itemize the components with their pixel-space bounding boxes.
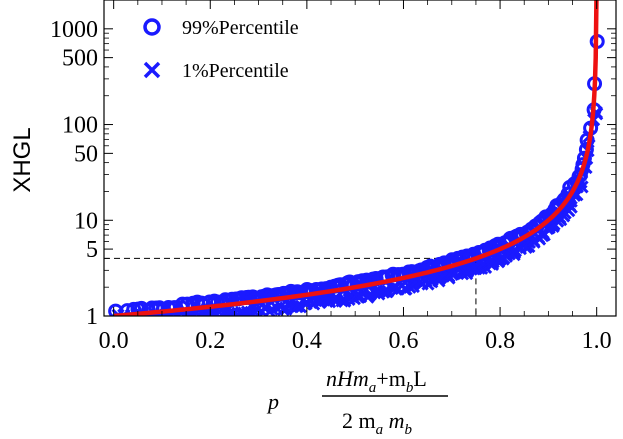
y-tick-label: 50 [74,141,98,167]
axis-ticks [104,0,616,317]
x-tick-label: 0.0 [99,328,129,354]
cross-point [205,308,219,316]
x-label-den-sub-a: a [376,422,384,438]
x-label-den-mid: m [383,408,404,433]
legend-circle-marker [143,18,161,36]
x-label-den-sub-b: b [405,422,413,438]
x-tick-label: 0.8 [485,328,515,354]
y-tick-label: 500 [62,46,98,72]
fit-curve-layer [113,0,599,316]
y-tick-label: 10 [74,208,98,234]
x-tick-label: 0.6 [388,328,418,354]
x-label-den-main: 2 m [342,408,376,433]
legend: 99%Percentile 1%Percentile [143,17,299,82]
x-label-num-main: nHm [326,366,369,391]
legend-cross-marker [143,61,161,79]
y-tick-label: 100 [62,113,98,139]
y-axis-label: XHGL [9,127,36,192]
x-label-num-sub-b: b [406,380,414,396]
x-label-num-plus: +m [376,366,406,391]
x-label-prefix: p [266,389,279,414]
plot-frame [103,0,617,317]
legend-label-1: 1%Percentile [182,60,289,82]
plot-border [103,0,617,317]
x-label-numerator: nHma+mbL [326,366,427,396]
x-tick-label: 0.2 [195,328,225,354]
y-tick-label: 1000 [50,17,98,43]
legend-label-99: 99%Percentile [182,17,299,39]
y-tick-label: 5 [86,237,98,263]
fit-curve [113,0,599,316]
x-label-num-sub-a: a [369,380,377,396]
guide-lines [104,257,477,316]
x-label-num-close: L [413,366,426,391]
x-label-denominator: 2 ma mb [342,408,413,438]
x-tick-label: 1.0 [582,328,612,354]
x-axis-label: p nHma+mbL 2 ma mb [266,366,448,438]
x-tick-label: 0.4 [292,328,322,354]
y-tick-label: 1 [86,304,98,330]
